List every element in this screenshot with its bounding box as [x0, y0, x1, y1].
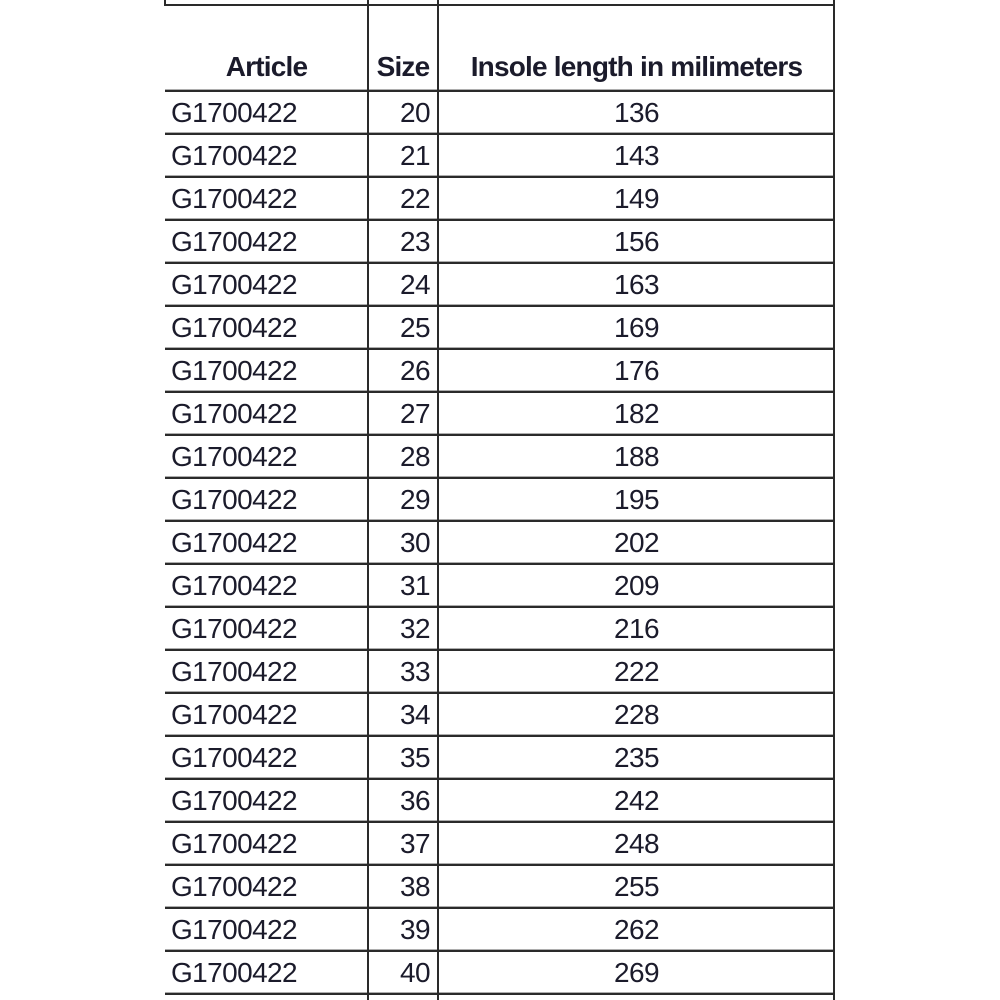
column-header-insole-length: Insole length in milimeters	[470, 51, 803, 82]
cell-article: G1700422	[171, 784, 298, 816]
cell-article: G1700422	[171, 182, 298, 214]
table-row: G1700422 36 242	[165, 780, 835, 823]
cell-insole-length: 228	[614, 698, 660, 730]
cell-insole-length: 269	[614, 956, 660, 988]
cell-insole-length: 176	[614, 354, 660, 386]
table-row: G1700422 37 248	[165, 823, 835, 866]
table-row: G1700422 38 255	[165, 866, 835, 909]
grid-line-right-border	[833, 0, 835, 1000]
cell-size: 31	[400, 569, 431, 601]
cell-article: G1700422	[171, 913, 298, 945]
cell-insole-length: 163	[614, 268, 660, 300]
cell-article: G1700422	[171, 268, 298, 300]
cell-insole-length: 216	[614, 612, 660, 644]
cell-article: G1700422	[171, 440, 298, 472]
cell-article: G1700422	[171, 956, 298, 988]
table-header-row: Article Size Insole length in milimeters	[165, 6, 835, 92]
cell-size: 37	[400, 827, 431, 859]
cell-size: 20	[400, 96, 431, 128]
cell-insole-length: 188	[614, 440, 660, 472]
cell-size: 30	[400, 526, 431, 558]
cell-article: G1700422	[171, 569, 298, 601]
table-row: G1700422 24 163	[165, 264, 835, 307]
cell-article: G1700422	[171, 827, 298, 859]
cell-article: G1700422	[171, 870, 298, 902]
cell-article: G1700422	[171, 397, 298, 429]
cell-size: 38	[400, 870, 431, 902]
table-row: G1700422 23 156	[165, 221, 835, 264]
table-row: G1700422 26 176	[165, 350, 835, 393]
cell-article: G1700422	[171, 612, 298, 644]
cell-article: G1700422	[171, 96, 298, 128]
cell-size: 22	[400, 182, 431, 214]
cell-size: 36	[400, 784, 431, 816]
cell-size: 35	[400, 741, 431, 773]
table-row: G1700422 30 202	[165, 522, 835, 565]
cell-insole-length: 255	[614, 870, 660, 902]
cell-insole-length: 248	[614, 827, 660, 859]
cell-size: 23	[400, 225, 431, 257]
cell-size: 39	[400, 913, 431, 945]
cell-article: G1700422	[171, 655, 298, 687]
cell-insole-length: 195	[614, 483, 660, 515]
cell-size: 24	[400, 268, 431, 300]
cell-insole-length: 143	[614, 139, 660, 171]
cell-size: 29	[400, 483, 431, 515]
table-row: G1700422 31 209	[165, 565, 835, 608]
cell-size: 27	[400, 397, 431, 429]
cell-insole-length: 209	[614, 569, 660, 601]
cell-article: G1700422	[171, 741, 298, 773]
cell-size: 28	[400, 440, 431, 472]
grid-line-size-insole	[437, 0, 439, 1000]
cell-insole-length: 262	[614, 913, 660, 945]
cell-insole-length: 222	[614, 655, 660, 687]
cell-size: 32	[400, 612, 431, 644]
table-row: G1700422 21 143	[165, 135, 835, 178]
cell-insole-length: 169	[614, 311, 660, 343]
table-body: G1700422 20 136 G1700422 21 143 G1700422…	[165, 92, 835, 995]
cell-insole-length: 136	[614, 96, 660, 128]
cell-insole-length: 149	[614, 182, 660, 214]
table-row: G1700422 35 235	[165, 737, 835, 780]
table-row: G1700422 27 182	[165, 393, 835, 436]
cell-insole-length: 156	[614, 225, 660, 257]
column-header-article: Article	[225, 51, 308, 82]
cell-size: 26	[400, 354, 431, 386]
grid-line-article-size	[367, 0, 369, 1000]
cell-article: G1700422	[171, 139, 298, 171]
cell-article: G1700422	[171, 526, 298, 558]
cell-size: 34	[400, 698, 431, 730]
cell-article: G1700422	[171, 698, 298, 730]
table-row: G1700422 39 262	[165, 909, 835, 952]
cell-article: G1700422	[171, 225, 298, 257]
table-row: G1700422 22 149	[165, 178, 835, 221]
table-row: G1700422 25 169	[165, 307, 835, 350]
table-row: G1700422 28 188	[165, 436, 835, 479]
cell-size: 25	[400, 311, 431, 343]
cell-article: G1700422	[171, 483, 298, 515]
size-chart-table: Article Size Insole length in milimeters…	[165, 4, 835, 995]
cell-size: 40	[400, 956, 431, 988]
table-row: G1700422 20 136	[165, 92, 835, 135]
grid-line-left-stub	[164, 0, 166, 6]
cell-insole-length: 182	[614, 397, 660, 429]
table-row: G1700422 29 195	[165, 479, 835, 522]
cell-insole-length: 242	[614, 784, 660, 816]
table-row: G1700422 34 228	[165, 694, 835, 737]
column-header-size: Size	[376, 51, 431, 82]
table-row: G1700422 32 216	[165, 608, 835, 651]
table-row: G1700422 33 222	[165, 651, 835, 694]
cell-insole-length: 235	[614, 741, 660, 773]
cell-size: 33	[400, 655, 431, 687]
cell-article: G1700422	[171, 354, 298, 386]
cell-article: G1700422	[171, 311, 298, 343]
cell-size: 21	[400, 139, 431, 171]
table-row: G1700422 40 269	[165, 952, 835, 995]
cell-insole-length: 202	[614, 526, 660, 558]
